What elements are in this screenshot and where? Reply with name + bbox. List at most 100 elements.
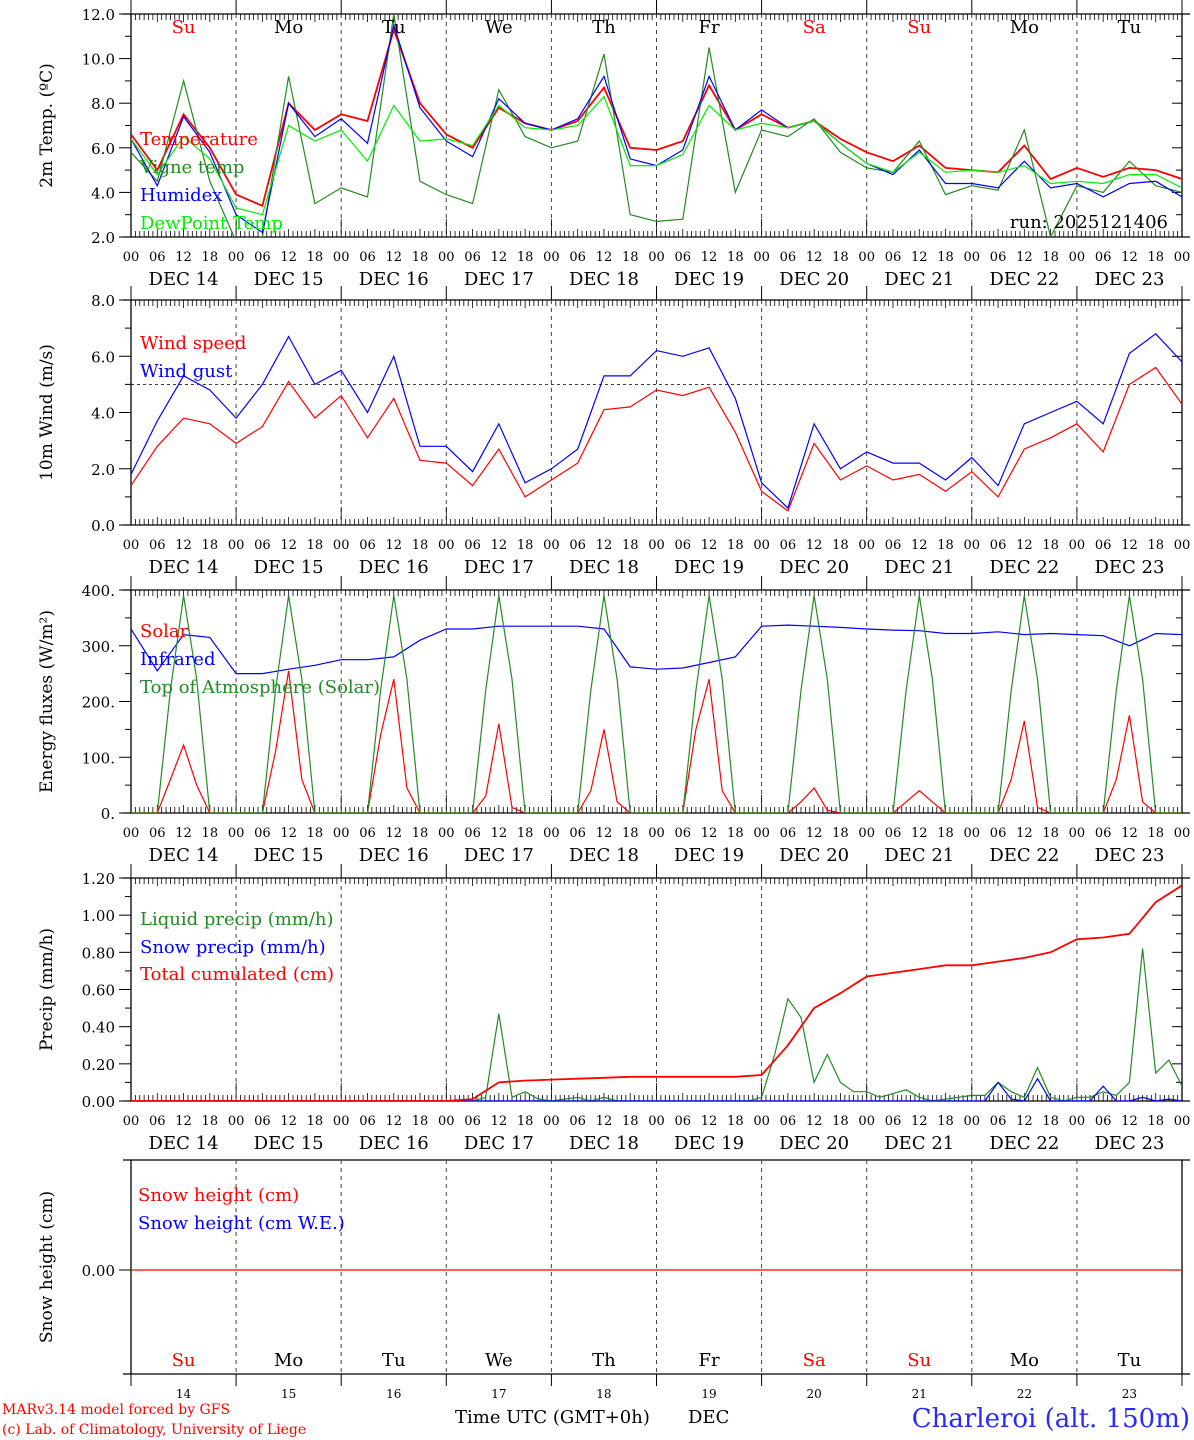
hour-tick-label: 12 — [1121, 250, 1138, 265]
hour-tick-label: 12 — [911, 538, 928, 553]
hour-tick-label: 18 — [517, 250, 534, 265]
hour-tick-label: 12 — [1016, 538, 1033, 553]
hour-tick-label: 06 — [885, 538, 902, 553]
date-label: DEC 22 — [989, 1133, 1059, 1154]
hour-tick-label: 00 — [438, 826, 455, 841]
hour-tick-label: 00 — [964, 250, 981, 265]
date-label: DEC 14 — [149, 557, 219, 578]
date-label: DEC 16 — [359, 557, 429, 578]
hour-tick-label: 18 — [1042, 1114, 1059, 1129]
hour-tick-label: 00 — [964, 538, 981, 553]
hour-tick-label: 00 — [123, 250, 140, 265]
hour-tick-label: 06 — [254, 1114, 271, 1129]
hour-tick-label: 00 — [753, 538, 770, 553]
station-title: Charleroi (alt. 150m) — [912, 1404, 1190, 1434]
hour-tick-label: 00 — [648, 250, 665, 265]
day-of-week-label: Tu — [382, 17, 406, 38]
date-label: DEC 16 — [359, 1133, 429, 1154]
hour-tick-label: 00 — [648, 826, 665, 841]
day-number-label: 20 — [807, 1387, 822, 1401]
hour-tick-label: 00 — [228, 538, 245, 553]
date-label: DEC 20 — [779, 557, 849, 578]
hour-tick-label: 00 — [543, 1114, 560, 1129]
series-line-infrared — [131, 624, 1182, 675]
hour-tick-label: 00 — [1174, 826, 1191, 841]
day-of-week-label: Th — [592, 1350, 616, 1371]
day-of-week-label: Tu — [1118, 17, 1142, 38]
y-tick-label: 1.20 — [82, 870, 115, 888]
day-number-label: 15 — [281, 1387, 296, 1401]
y-axis-label: Snow height (cm) — [37, 1191, 57, 1343]
y-axis-label: Energy fluxes (W/m²) — [37, 610, 57, 793]
series-line-total-cumulated-cm — [131, 884, 1182, 1101]
day-number-label: 21 — [912, 1387, 927, 1401]
date-label: DEC 21 — [884, 845, 954, 866]
day-of-week-label: Tu — [1118, 1350, 1142, 1371]
hour-tick-label: 00 — [543, 826, 560, 841]
legend-entry: DewPoint Temp — [140, 213, 283, 234]
day-of-week-label: Sa — [803, 1350, 826, 1371]
hour-tick-label: 00 — [333, 1114, 350, 1129]
hour-tick-label: 12 — [385, 250, 402, 265]
hour-tick-label: 06 — [359, 1114, 376, 1129]
hour-tick-label: 06 — [149, 1114, 166, 1129]
hour-tick-label: 12 — [385, 1114, 402, 1129]
hour-tick-label: 18 — [1042, 826, 1059, 841]
hour-tick-label: 18 — [1147, 1114, 1164, 1129]
hour-tick-label: 06 — [569, 826, 586, 841]
model-credit: MARv3.14 model forced by GFS — [2, 1402, 230, 1418]
hour-tick-label: 06 — [675, 538, 692, 553]
y-tick-label: 0.00 — [82, 1262, 115, 1280]
hour-tick-label: 00 — [1069, 1114, 1086, 1129]
hour-tick-label: 12 — [1121, 1114, 1138, 1129]
hour-tick-label: 00 — [648, 1114, 665, 1129]
day-of-week-label: Su — [907, 17, 931, 38]
day-of-week-label: Sa — [803, 17, 826, 38]
date-label: DEC 16 — [359, 269, 429, 290]
hour-tick-label: 18 — [622, 538, 639, 553]
hour-tick-label: 00 — [333, 826, 350, 841]
hour-tick-label: 06 — [254, 538, 271, 553]
date-label: DEC 15 — [254, 557, 324, 578]
date-label: DEC 20 — [779, 845, 849, 866]
y-tick-label: 0.0 — [91, 517, 115, 535]
y-tick-label: 4.0 — [91, 405, 115, 423]
y-axis-label: 2m Temp. (ºC) — [37, 63, 57, 188]
day-of-week-label: Su — [907, 1350, 931, 1371]
day-of-week-label: Su — [172, 17, 196, 38]
hour-tick-label: 12 — [491, 250, 508, 265]
hour-tick-label: 12 — [1016, 250, 1033, 265]
hour-tick-label: 12 — [385, 826, 402, 841]
hour-tick-label: 12 — [911, 826, 928, 841]
y-tick-label: 0.60 — [82, 982, 115, 1000]
legend-entry: Snow height (cm) — [138, 1185, 299, 1206]
hour-tick-label: 06 — [885, 1114, 902, 1129]
hour-tick-label: 00 — [753, 826, 770, 841]
hour-tick-label: 06 — [569, 1114, 586, 1129]
y-tick-label: 400. — [82, 582, 115, 600]
hour-tick-label: 06 — [464, 1114, 481, 1129]
series-line-liquid-precip-mm-h — [131, 948, 1182, 1101]
date-label: DEC 23 — [1094, 269, 1164, 290]
day-number-label: 17 — [491, 1387, 506, 1401]
legend-entry: Solar — [140, 621, 189, 642]
hour-tick-label: 06 — [569, 250, 586, 265]
y-tick-label: 0.40 — [82, 1019, 115, 1037]
hour-tick-label: 12 — [806, 826, 823, 841]
day-of-week-label: We — [485, 1350, 513, 1371]
hour-tick-label: 12 — [596, 250, 613, 265]
hour-tick-label: 06 — [675, 1114, 692, 1129]
hour-tick-label: 12 — [491, 1114, 508, 1129]
run-annotation: run: 2025121406 — [1010, 212, 1168, 233]
hour-tick-label: 18 — [307, 826, 324, 841]
date-label: DEC 19 — [674, 269, 744, 290]
series-line-wind-gust — [131, 332, 1182, 510]
hour-tick-label: 18 — [202, 1114, 219, 1129]
date-label: DEC 20 — [779, 1133, 849, 1154]
hour-tick-label: 06 — [780, 1114, 797, 1129]
date-label: DEC 22 — [989, 845, 1059, 866]
hour-tick-label: 18 — [622, 1114, 639, 1129]
hour-tick-label: 12 — [1121, 538, 1138, 553]
legend-entry: Snow height (cm W.E.) — [138, 1213, 345, 1234]
